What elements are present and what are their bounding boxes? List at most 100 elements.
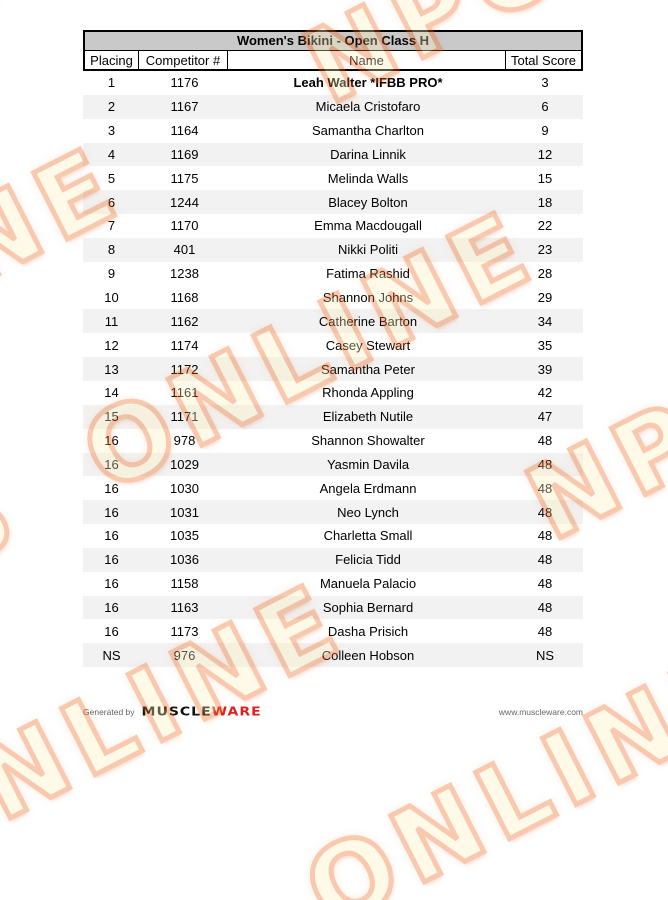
cell-name: Felicia Tidd (335, 552, 401, 568)
table-row: 16 978 Shannon Showalter 48 (83, 428, 583, 453)
cell-competitor: 1175 (170, 170, 199, 186)
cell-competitor: 1163 (170, 599, 199, 615)
cell-competitor: 1167 (170, 99, 199, 115)
cell-placing: 16 (104, 599, 119, 615)
cell-competitor: 1161 (170, 385, 199, 401)
cell-name: Samantha Charlton (311, 123, 424, 139)
cell-score: 35 (537, 337, 553, 353)
table-row: 2 1167 Micaela Cristofaro 6 (83, 94, 583, 119)
column-header-total-score: Total Score (510, 52, 577, 68)
cell-placing: 13 (104, 361, 119, 377)
cell-score: 18 (537, 194, 553, 210)
cell-name: Catherine Barton (318, 313, 418, 329)
cell-name: Manuela Palacio (319, 576, 417, 592)
results-body: 1 1176 Leah Walter *IFBB PRO* 3 2 1167 M… (83, 71, 583, 668)
cell-score: 48 (537, 480, 553, 496)
cell-score: 9 (541, 123, 549, 139)
cell-competitor: 1036 (170, 552, 199, 568)
cell-placing: 16 (104, 504, 119, 520)
table-row: 9 1238 Fatima Rashid 28 (83, 261, 583, 286)
cell-score: 23 (537, 242, 553, 258)
cell-placing: 3 (107, 123, 116, 139)
cell-name: Emma Macdougall (314, 218, 422, 234)
cell-score: 48 (537, 504, 553, 520)
cell-placing: 4 (107, 146, 116, 162)
cell-name: Sophia Bernard (322, 599, 414, 615)
cell-competitor: 1158 (170, 576, 199, 592)
cell-competitor: 1170 (170, 218, 199, 234)
cell-placing: 16 (104, 576, 119, 592)
table-row: 16 1163 Sophia Bernard 48 (83, 595, 583, 620)
cell-competitor: 1030 (170, 480, 199, 496)
cell-placing: 16 (104, 480, 119, 496)
table-row: NS 976 Colleen Hobson NS (83, 643, 583, 668)
column-header-name: Name (228, 51, 506, 69)
cell-competitor: 976 (173, 647, 196, 663)
table-row: 14 1161 Rhonda Appling 42 (83, 380, 583, 405)
cell-placing: 7 (107, 218, 116, 234)
cell-score: 12 (537, 146, 553, 162)
cell-name: Melinda Walls (327, 170, 409, 186)
cell-name: Yasmin Davila (326, 456, 410, 472)
cell-competitor: 1173 (170, 623, 199, 639)
table-row: 12 1174 Casey Stewart 35 (83, 333, 583, 358)
cell-placing: 16 (104, 528, 119, 544)
cell-score: 47 (537, 409, 553, 425)
table-row: 16 1036 Felicia Tidd 48 (83, 547, 583, 572)
cell-score: 6 (541, 99, 549, 115)
cell-competitor: 1168 (170, 290, 199, 306)
cell-competitor: 1162 (170, 313, 199, 329)
class-title: Women's Bikini - Open Class H (83, 30, 583, 51)
cell-competitor: 978 (173, 433, 196, 449)
table-row: 16 1173 Dasha Prisich 48 (83, 619, 583, 644)
table-row: 5 1175 Melinda Walls 15 (83, 166, 583, 191)
cell-name: Dasha Prisich (327, 623, 409, 639)
cell-competitor: 1244 (170, 194, 199, 210)
cell-placing: 16 (104, 433, 119, 449)
table-row: 10 1168 Shannon Johns 29 (83, 285, 583, 310)
cell-name: Fatima Rashid (326, 266, 410, 282)
cell-competitor: 1176 (170, 75, 199, 91)
cell-score: 15 (537, 170, 553, 186)
cell-name: Angela Erdmann (319, 480, 417, 496)
table-row: 4 1169 Darina Linnik 12 (83, 142, 583, 167)
cell-placing: 14 (104, 385, 119, 401)
cell-placing: 16 (104, 456, 119, 472)
cell-name: Rhonda Appling (322, 385, 414, 401)
cell-score: 29 (537, 290, 553, 306)
table-row: 1 1176 Leah Walter *IFBB PRO* 3 (83, 71, 583, 95)
results-table: Women's Bikini - Open Class H Placing Co… (83, 30, 583, 668)
cell-competitor: 1031 (170, 504, 199, 520)
table-row: 15 1171 Elizabeth Nutile 47 (83, 404, 583, 429)
cell-name: Leah Walter *IFBB PRO* (293, 75, 443, 91)
cell-competitor: 1172 (170, 361, 199, 377)
cell-placing: 16 (104, 552, 119, 568)
cell-name: Colleen Hobson (321, 647, 415, 663)
column-header-placing: Placing (85, 51, 139, 69)
cell-competitor: 1164 (170, 123, 199, 139)
cell-score: NS (535, 647, 555, 663)
cell-score: 28 (537, 266, 553, 282)
cell-score: 48 (537, 528, 553, 544)
generated-by-label: Generated by (83, 707, 135, 717)
cell-placing: 6 (107, 194, 116, 210)
cell-name: Charletta Small (323, 528, 413, 544)
cell-competitor: 401 (173, 242, 196, 258)
muscleware-logo: MUSCLEWARE (142, 705, 262, 719)
cell-competitor: 1174 (170, 337, 199, 353)
cell-placing: 15 (104, 409, 119, 425)
table-row: 8 401 Nikki Politi 23 (83, 237, 583, 262)
cell-name: Nikki Politi (338, 242, 398, 258)
cell-placing: NS (102, 647, 121, 663)
table-row: 16 1029 Yasmin Davila 48 (83, 452, 583, 477)
cell-competitor: 1029 (170, 456, 199, 472)
table-row: 13 1172 Samantha Peter 39 (83, 357, 583, 381)
column-header-competitor: Competitor # (139, 51, 228, 69)
cell-name: Darina Linnik (330, 146, 406, 162)
table-row: 16 1158 Manuela Palacio 48 (83, 571, 583, 596)
cell-name: Casey Stewart (325, 337, 411, 353)
cell-name: Shannon Johns (322, 290, 414, 306)
cell-score: 42 (537, 385, 553, 401)
table-row: 7 1170 Emma Macdougall 22 (83, 214, 583, 238)
cell-name: Blacey Bolton (328, 194, 408, 210)
